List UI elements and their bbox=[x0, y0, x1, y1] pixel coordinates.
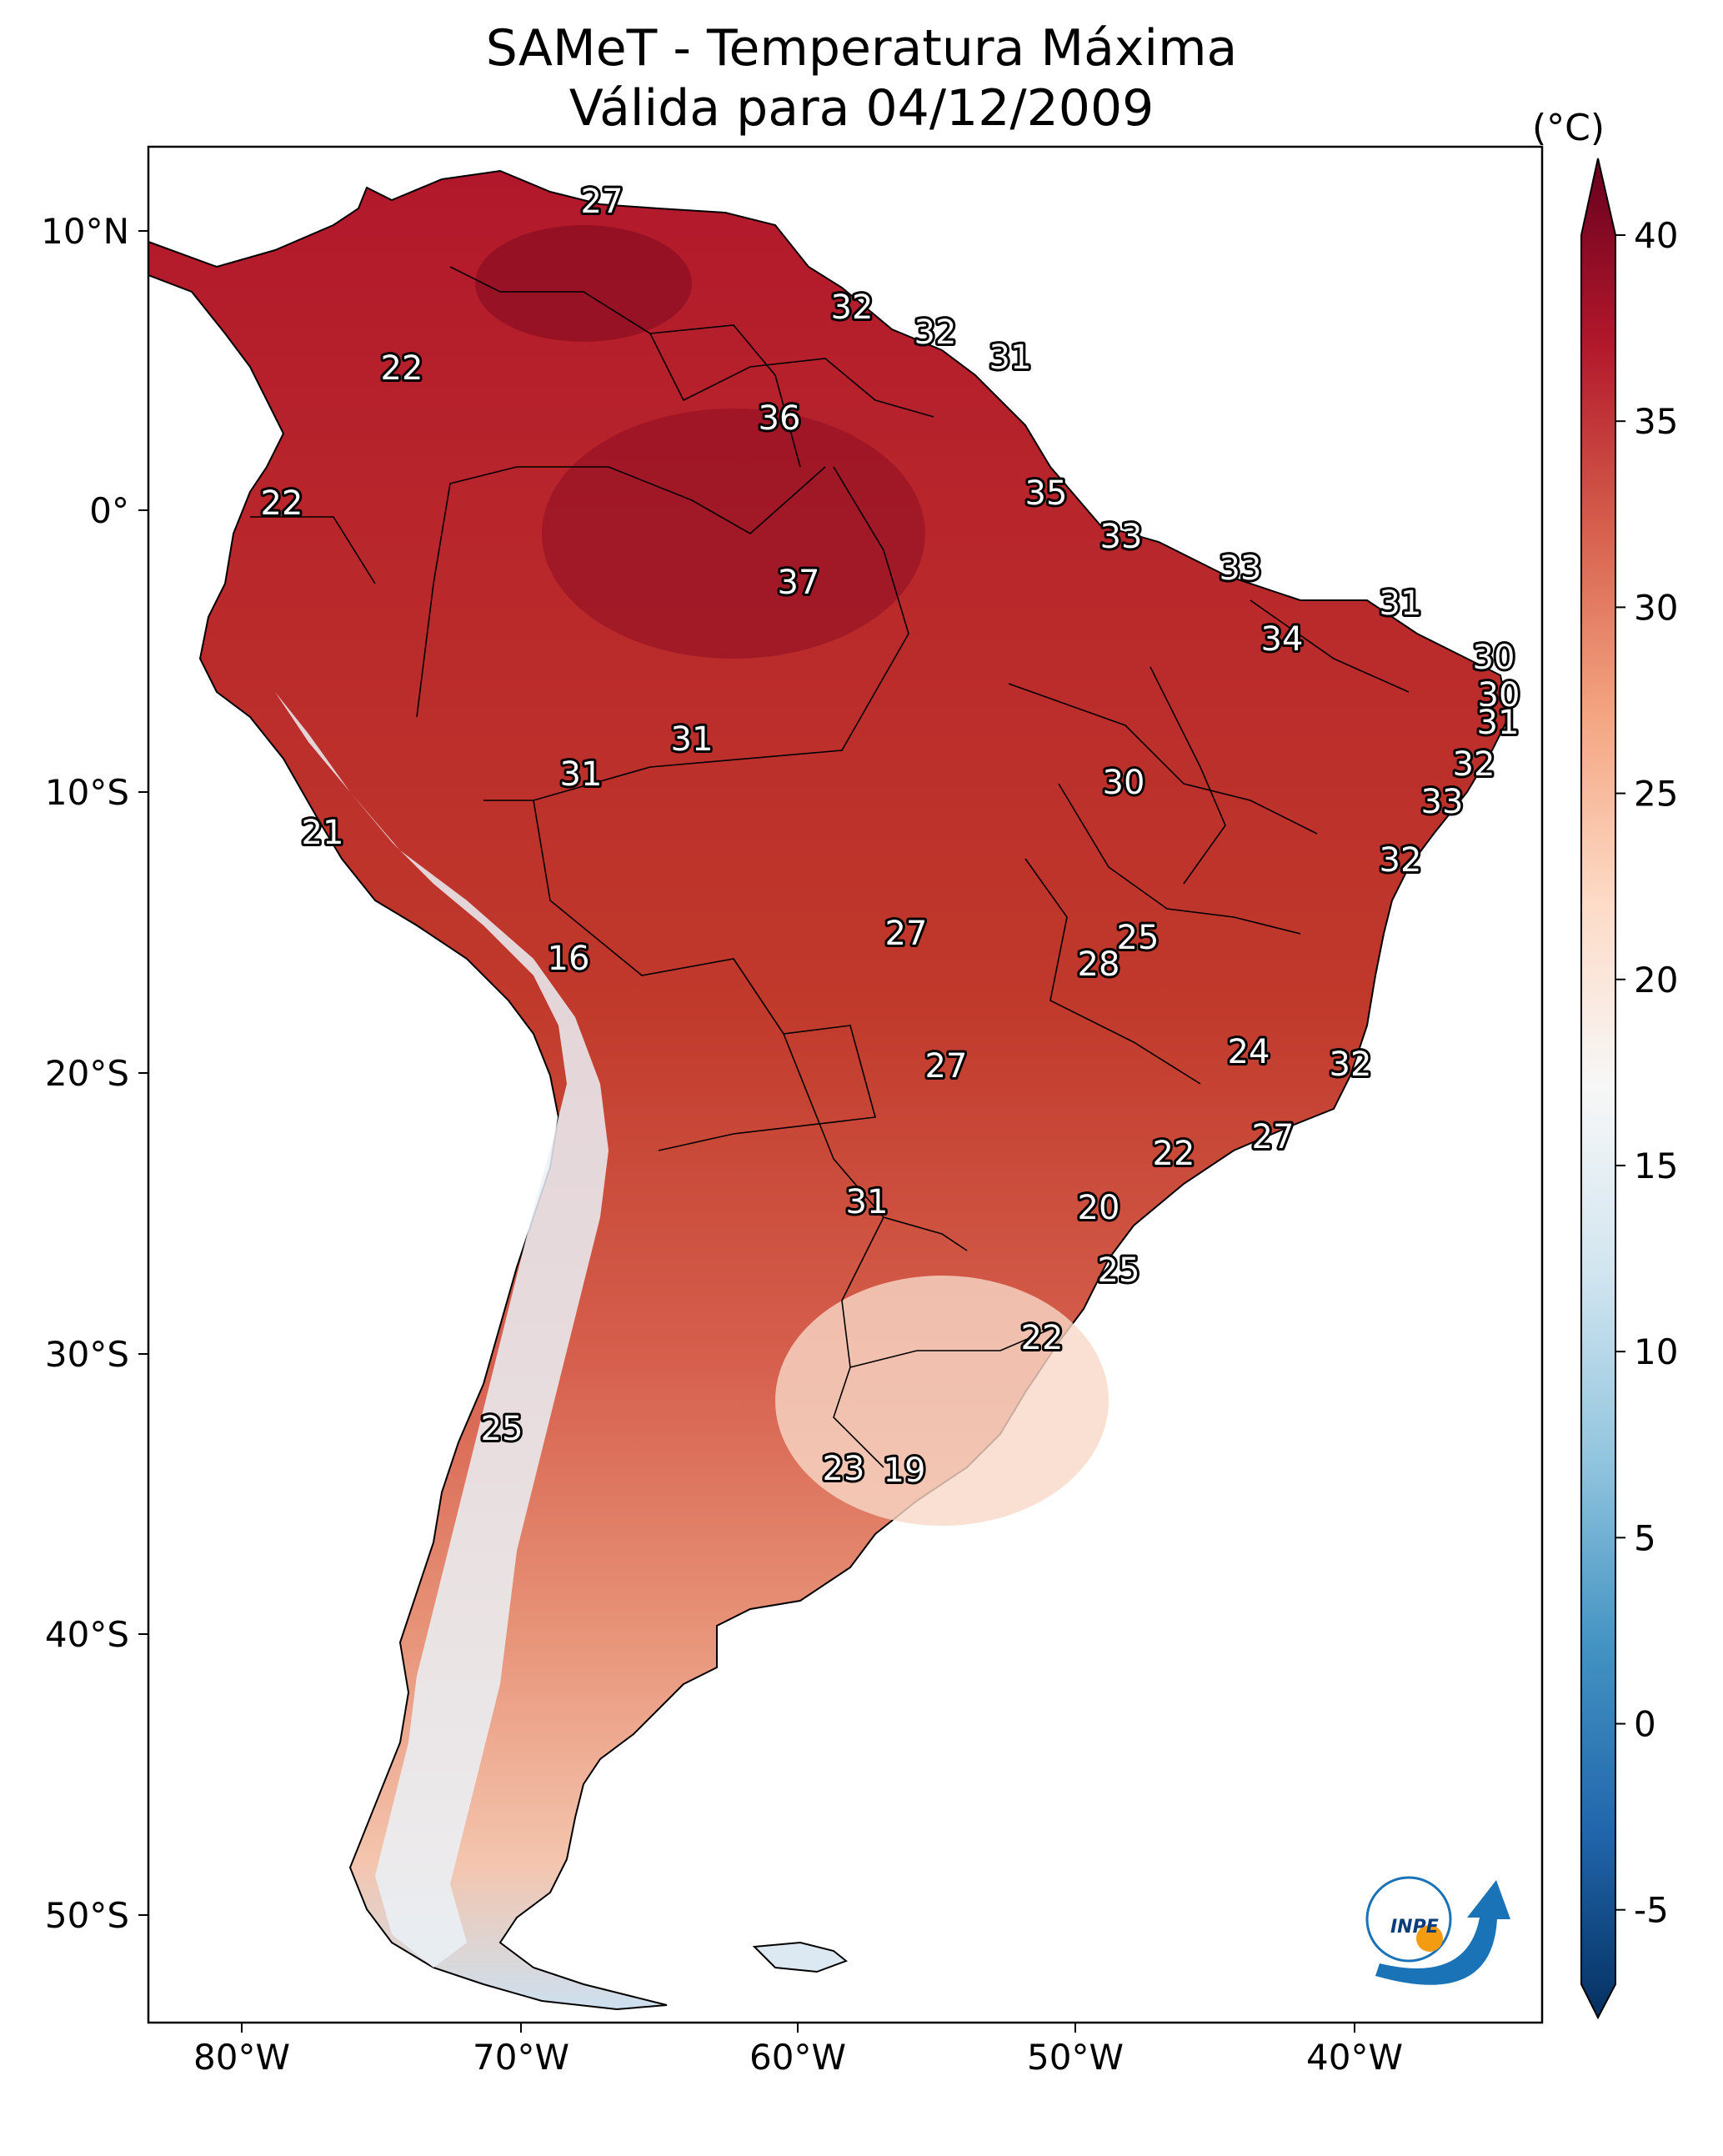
venezuela-hot-core bbox=[475, 225, 692, 342]
contour-label: 21 bbox=[302, 814, 344, 852]
lon-label: 40°W bbox=[1306, 2037, 1403, 2078]
contour-label: 25 bbox=[481, 1410, 523, 1448]
lat-label: 30°S bbox=[45, 1334, 129, 1375]
contour-label: 31 bbox=[989, 338, 1032, 377]
colorbar-tick-label: 20 bbox=[1634, 960, 1678, 1000]
latitude-labels: 10°N 0° 10°S 20°S 30°S 40°S 50°S bbox=[41, 211, 148, 1936]
colorbar-unit: (°C) bbox=[1532, 107, 1605, 149]
contour-label: 32 bbox=[1453, 745, 1495, 784]
contour-label: 19 bbox=[884, 1452, 926, 1490]
contour-label: 32 bbox=[914, 313, 957, 352]
map-frame bbox=[147, 145, 1544, 2024]
lon-label: 60°W bbox=[749, 2037, 846, 2078]
contour-label: 23 bbox=[823, 1450, 865, 1488]
contour-label: 25 bbox=[1098, 1251, 1140, 1290]
contour-label: 22 bbox=[1021, 1319, 1064, 1357]
colorbar-ticks: 40 35 30 25 20 15 10 5 0 -5 bbox=[1615, 215, 1678, 1931]
lon-label: 80°W bbox=[193, 2037, 290, 2078]
contour-label: 24 bbox=[1228, 1033, 1270, 1071]
lon-label: 70°W bbox=[473, 2037, 569, 2078]
map-title: SAMeT - Temperatura Máxima Válida para 0… bbox=[0, 18, 1723, 138]
contour-label: 27 bbox=[581, 183, 624, 221]
falkland-islands bbox=[752, 1941, 849, 1973]
title-line-2: Válida para 04/12/2009 bbox=[568, 79, 1155, 138]
contour-label: 32 bbox=[1380, 841, 1422, 880]
lat-label: 10°S bbox=[45, 772, 129, 813]
contour-label: 30 bbox=[1478, 676, 1520, 714]
contour-label: 31 bbox=[846, 1183, 889, 1221]
contour-label: 30 bbox=[1103, 764, 1145, 802]
inpe-logo: INPE bbox=[1365, 1876, 1510, 1985]
contour-label: 22 bbox=[1153, 1135, 1195, 1173]
colorbar-tick-label: 25 bbox=[1634, 774, 1678, 815]
contour-label: 22 bbox=[261, 484, 303, 523]
contour-label: 27 bbox=[925, 1047, 968, 1086]
contour-label: 32 bbox=[1330, 1045, 1372, 1084]
lat-label: 0° bbox=[89, 490, 129, 531]
contour-label: 31 bbox=[1380, 584, 1422, 623]
lat-label: 20°S bbox=[45, 1053, 129, 1094]
contour-label: 31 bbox=[1477, 704, 1520, 742]
lon-label: 50°W bbox=[1027, 2037, 1124, 2078]
country-borders bbox=[250, 266, 1410, 1468]
contour-label: 27 bbox=[1252, 1118, 1295, 1156]
colorbar-body bbox=[1580, 158, 1616, 2020]
contour-label: 32 bbox=[831, 288, 874, 327]
contour-label: 33 bbox=[1100, 518, 1143, 556]
colorbar-tick-label: -5 bbox=[1634, 1890, 1669, 1931]
contour-label: 25 bbox=[1117, 919, 1160, 957]
colorbar-tick-label: 10 bbox=[1634, 1331, 1678, 1372]
contour-label: 33 bbox=[1220, 549, 1262, 588]
contour-label: 31 bbox=[671, 720, 714, 759]
colorbar-tick-label: 30 bbox=[1634, 587, 1678, 628]
contour-label: 22 bbox=[381, 349, 423, 388]
colorbar-tick-label: 5 bbox=[1634, 1517, 1656, 1558]
colorbar-tick-label: 35 bbox=[1634, 401, 1678, 442]
contour-label: 16 bbox=[548, 940, 590, 978]
inpe-logo-text: INPE bbox=[1390, 1917, 1439, 1938]
contour-label: 34 bbox=[1261, 620, 1304, 659]
colorbar-tick-label: 15 bbox=[1634, 1146, 1678, 1186]
colorbar-tick-label: 40 bbox=[1634, 215, 1678, 256]
title-line-1: SAMeT - Temperatura Máxima bbox=[485, 19, 1238, 78]
contour-label: 37 bbox=[778, 564, 820, 602]
contour-label: 36 bbox=[759, 399, 801, 438]
southeast-cool-region bbox=[775, 1276, 1109, 1526]
contour-label: 30 bbox=[1473, 639, 1515, 677]
logo-arrow-icon bbox=[1375, 1880, 1510, 1985]
longitude-labels: 80°W 70°W 60°W 50°W 40°W bbox=[193, 2023, 1403, 2078]
lat-label: 10°N bbox=[41, 211, 129, 252]
lat-label: 50°S bbox=[45, 1895, 129, 1936]
lat-label: 40°S bbox=[45, 1614, 129, 1655]
andes-cool-band bbox=[275, 692, 609, 1968]
contour-label: 28 bbox=[1078, 945, 1120, 984]
contour-label: 31 bbox=[560, 755, 603, 794]
amazon-hot-core bbox=[542, 409, 925, 659]
colorbar: 40 35 30 25 20 15 10 5 0 -5 bbox=[1580, 158, 1678, 2020]
contour-label: 27 bbox=[885, 915, 928, 953]
contour-label: 20 bbox=[1078, 1189, 1120, 1227]
contour-label: 35 bbox=[1025, 474, 1068, 513]
colorbar-tick-label: 0 bbox=[1634, 1704, 1656, 1745]
contour-label: 33 bbox=[1421, 783, 1464, 821]
